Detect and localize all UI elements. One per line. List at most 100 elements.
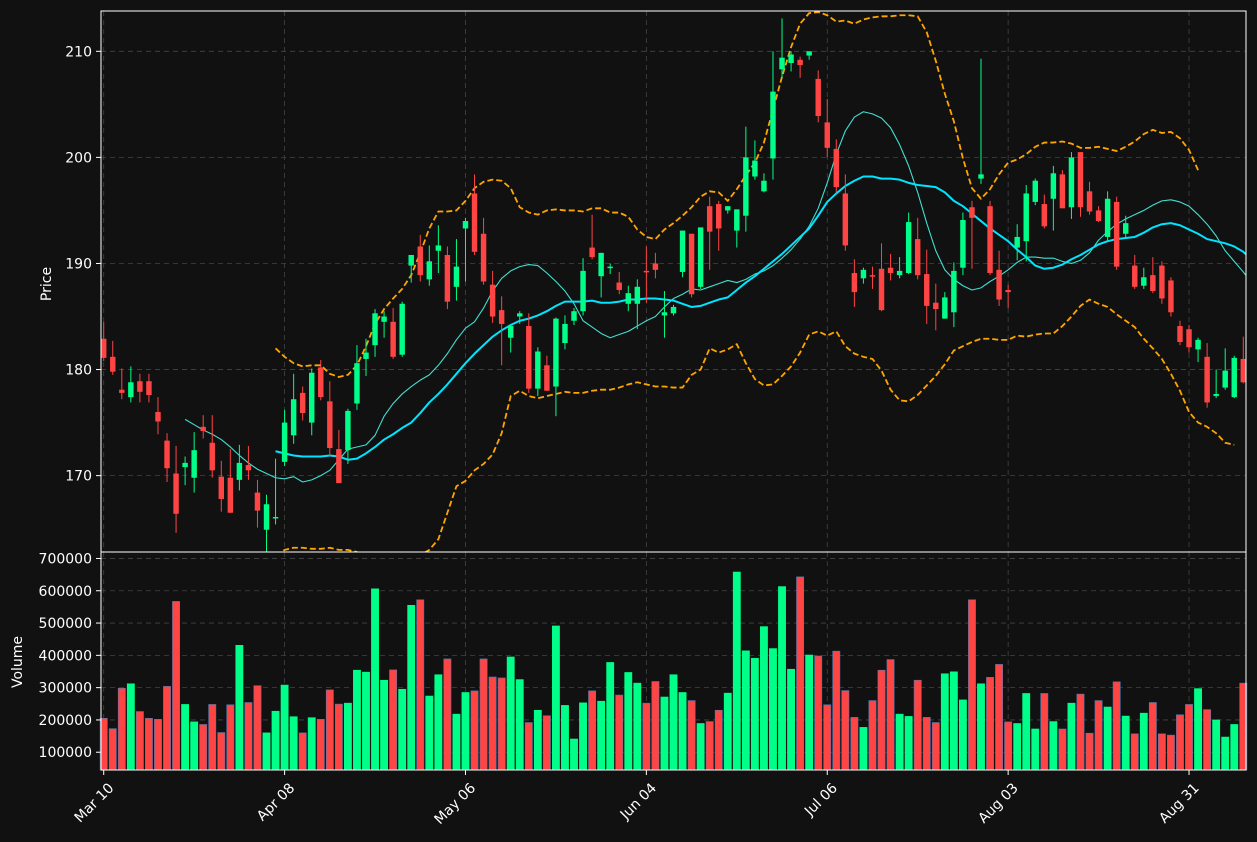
candle-body: [616, 282, 622, 290]
candle-body: [1177, 326, 1183, 342]
candle: [924, 249, 930, 324]
candle-body: [652, 263, 659, 270]
candle: [327, 381, 333, 457]
volume-bar: [877, 669, 886, 771]
volume-bar: [579, 702, 587, 771]
volume-bar: [1085, 732, 1094, 771]
volume-bar: [958, 699, 967, 771]
candle: [1095, 206, 1102, 223]
candle-body: [209, 442, 215, 471]
candle-body: [734, 209, 740, 231]
candle: [969, 200, 975, 269]
volume-bar: [515, 679, 524, 771]
candle: [200, 415, 206, 439]
candle: [1122, 215, 1129, 239]
volume-bar: [154, 718, 162, 771]
candle-body: [526, 326, 532, 389]
volume-bar: [380, 679, 389, 771]
candle: [725, 206, 731, 214]
volume-bar: [995, 664, 1004, 771]
volume-bar: [271, 710, 280, 771]
short-moving-average-line: [184, 111, 1246, 483]
volume-bar: [1157, 733, 1166, 771]
volume-bar: [181, 704, 190, 771]
volume-axis-label: Volume: [10, 636, 26, 688]
volume-bar: [1040, 693, 1049, 771]
candle-body: [200, 426, 206, 432]
candle: [743, 126, 749, 232]
volume-y-ticks: 100000 200000 300000 400000 500000 600000 7000…: [39, 551, 101, 761]
candle: [1059, 170, 1066, 209]
volume-bar: [316, 718, 325, 771]
lower-band-line: [279, 298, 1235, 552]
volume-bar: [307, 717, 316, 771]
candle-body: [1086, 191, 1093, 212]
volume-panel-frame: [100, 551, 1247, 771]
volume-y-tick-label: 400000: [39, 648, 92, 664]
volume-bar: [606, 662, 615, 771]
volume-bar: [172, 601, 180, 771]
volume-bar: [723, 692, 732, 771]
volume-bar: [1130, 733, 1139, 771]
candle-body: [345, 410, 351, 451]
volume-bar: [117, 687, 126, 771]
candle: [435, 225, 442, 274]
volume-y-tick-label: 600000: [39, 584, 92, 600]
candle: [507, 326, 514, 353]
volume-bar: [597, 700, 606, 771]
candle: [1195, 337, 1201, 363]
volume-bar: [362, 671, 370, 771]
volume-bar: [904, 716, 913, 771]
candle: [263, 494, 270, 552]
candle-body: [471, 193, 478, 252]
candle-body: [725, 206, 731, 211]
candle: [770, 51, 776, 180]
candle-body: [869, 275, 876, 277]
candle-body: [896, 270, 903, 276]
candle: [381, 311, 387, 338]
candle: [860, 267, 867, 284]
volume-bar: [470, 690, 479, 771]
candle-body: [535, 351, 541, 389]
price-panel: 170 180 190 200 210 Price: [39, 10, 1247, 553]
candle: [372, 309, 378, 357]
volume-bar: [823, 704, 832, 771]
volume-bar: [741, 650, 750, 771]
candle: [480, 217, 487, 285]
candle: [1150, 257, 1156, 294]
candle: [1077, 152, 1084, 217]
volume-bar: [1121, 715, 1130, 771]
volume-bar: [561, 705, 569, 771]
candle-body: [951, 270, 957, 313]
volume-bar: [488, 676, 497, 771]
volume-bar: [280, 684, 289, 771]
volume-bar: [1112, 681, 1121, 771]
volume-bar: [343, 702, 352, 771]
candle-body: [191, 450, 197, 478]
volume-bar: [298, 732, 307, 771]
candle-body: [227, 477, 234, 513]
candle: [462, 217, 469, 282]
candle-body: [1077, 152, 1084, 208]
candle-body: [1041, 204, 1048, 227]
candle-body: [146, 381, 152, 396]
candle: [119, 368, 125, 400]
volume-y-tick-label: 700000: [39, 551, 92, 567]
volume-bar: [705, 721, 714, 771]
volume-bar: [660, 696, 669, 771]
candle: [942, 292, 948, 319]
candle: [453, 239, 460, 301]
volume-bar: [163, 686, 171, 771]
candle-body: [517, 313, 523, 317]
candle: [146, 373, 152, 403]
volume-bar: [1167, 734, 1175, 771]
candle: [1050, 165, 1057, 231]
candle-body: [354, 363, 360, 404]
candle-body: [462, 221, 469, 229]
candle-body: [670, 306, 677, 314]
volume-bar: [633, 682, 642, 771]
volume-bar: [479, 658, 488, 771]
candle: [1104, 191, 1111, 242]
volume-bar: [253, 685, 262, 771]
candle-body: [1132, 265, 1138, 287]
